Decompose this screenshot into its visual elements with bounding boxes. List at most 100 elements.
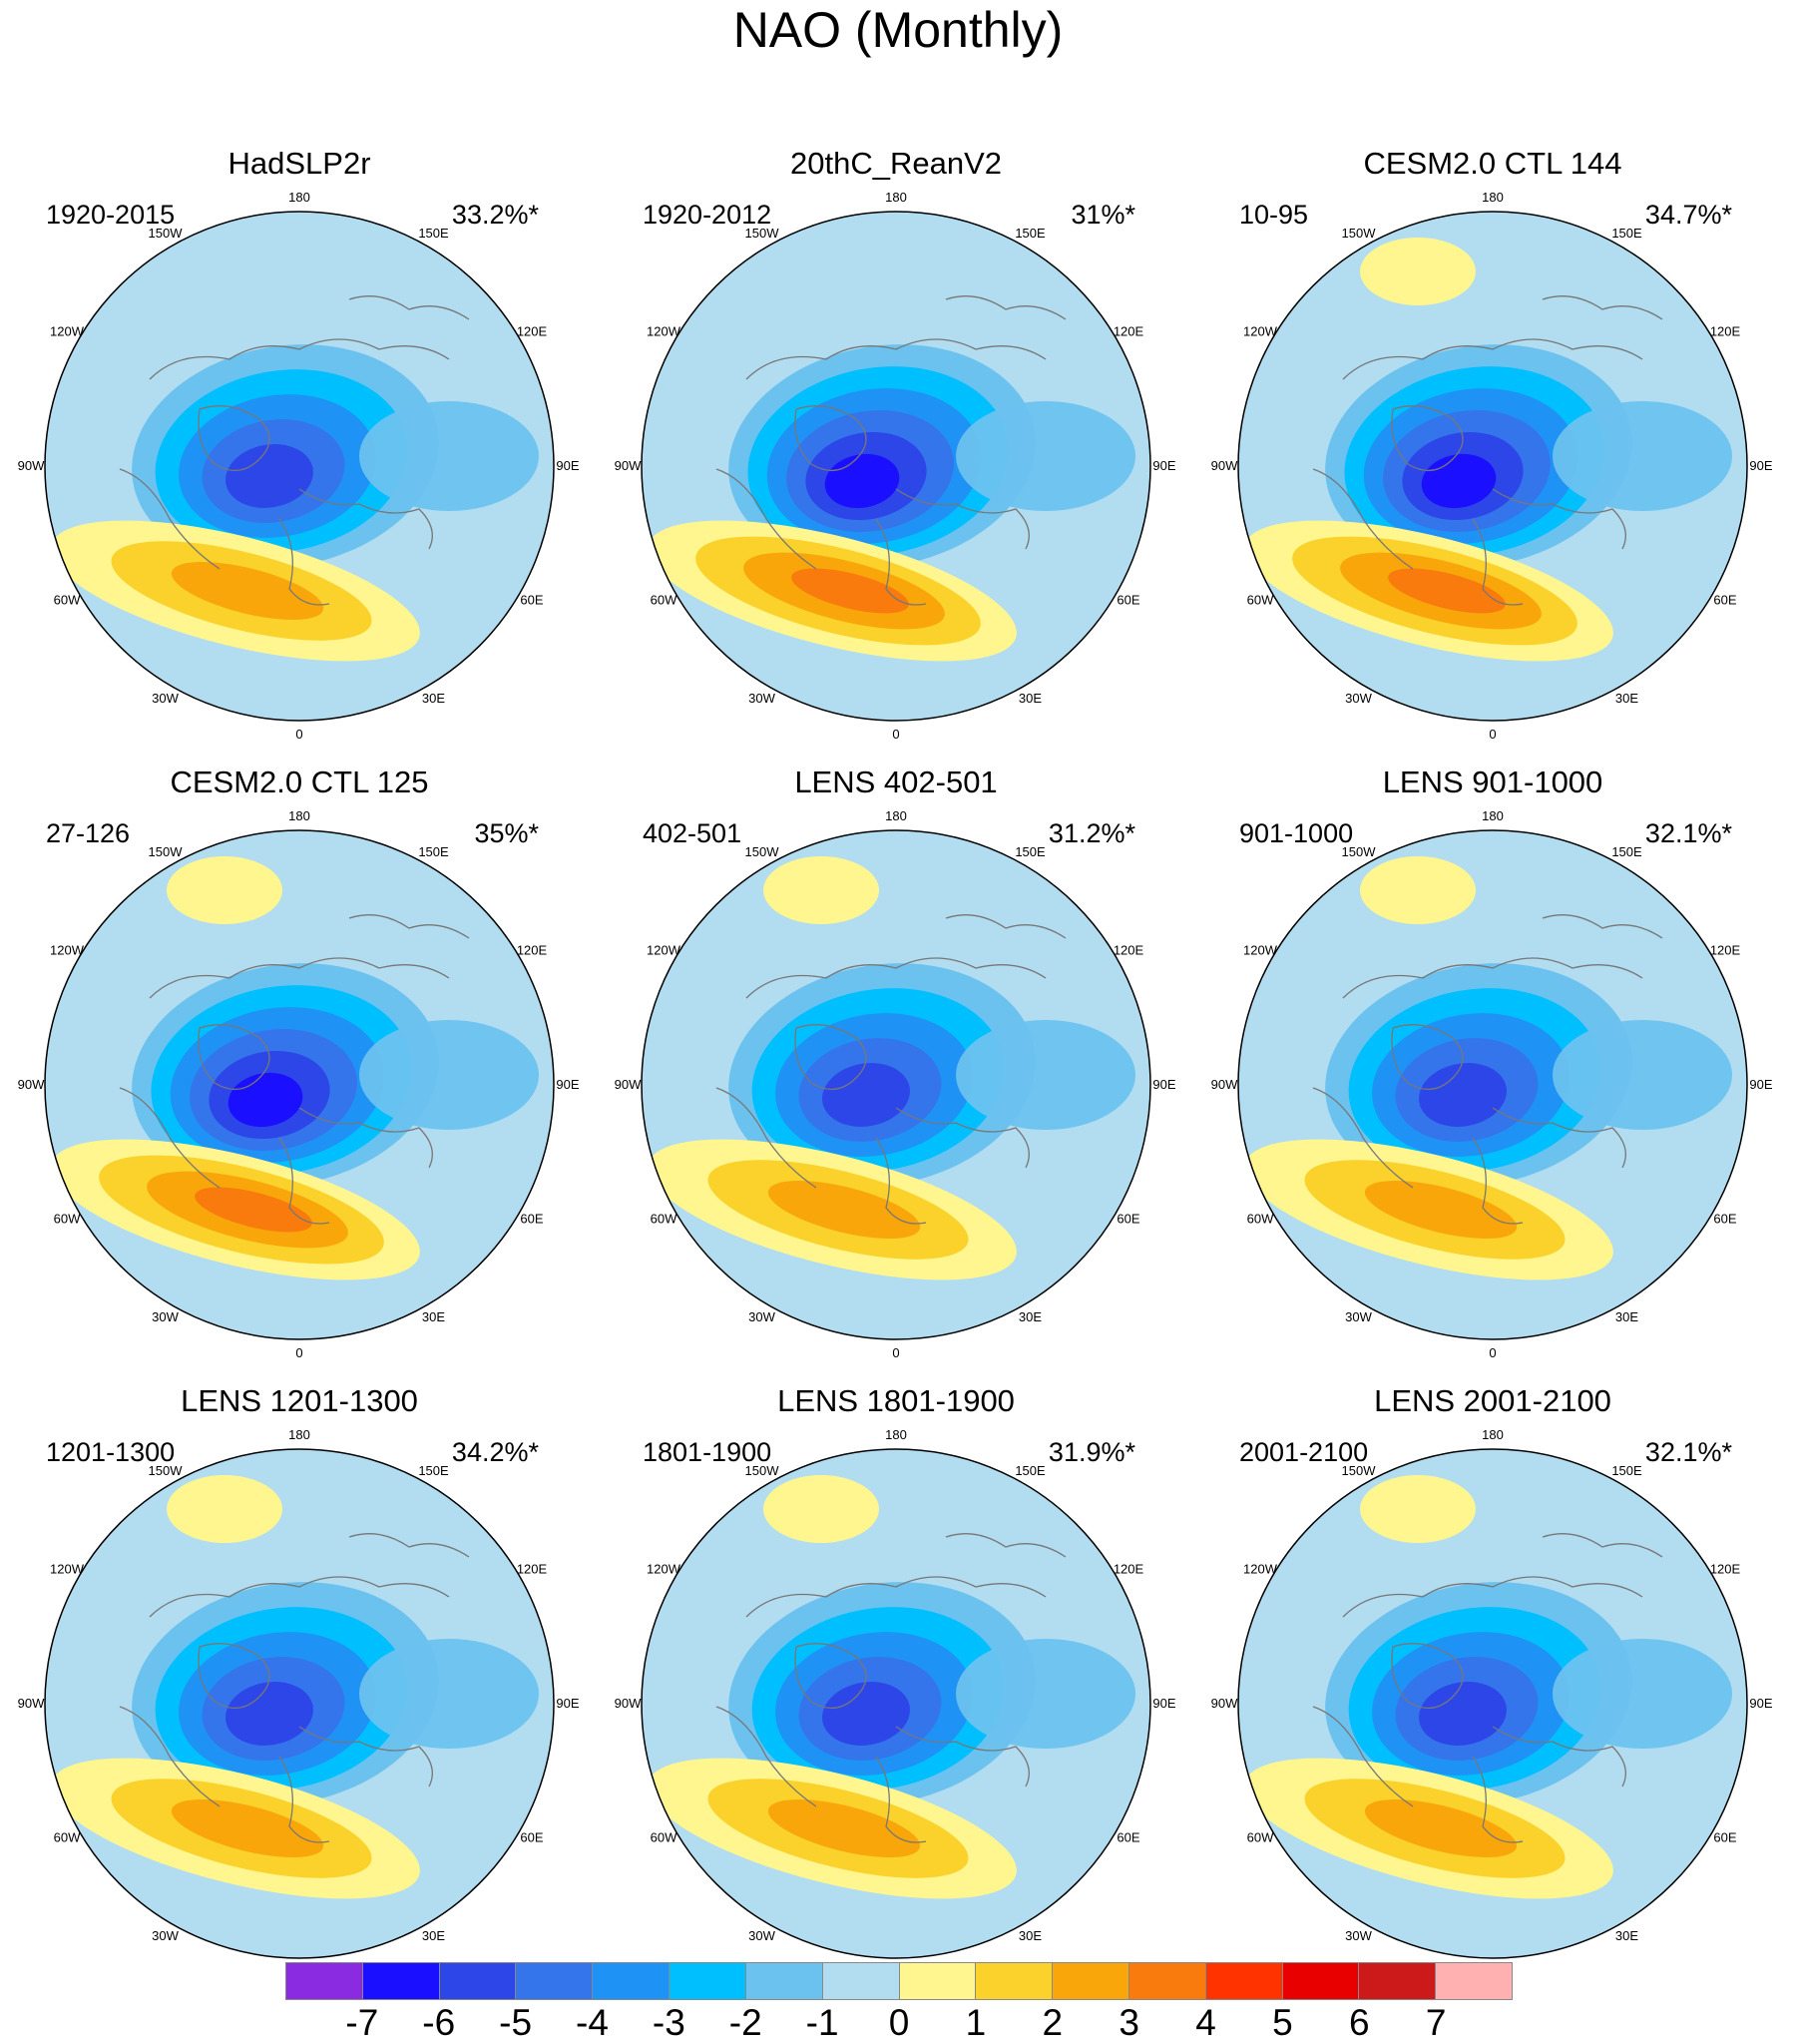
coastline xyxy=(278,1137,330,1225)
contour-positive xyxy=(767,1180,921,1240)
colorbar-swatch xyxy=(1359,1963,1437,1999)
coastline xyxy=(895,488,1030,550)
longitude-label: 30W xyxy=(1345,691,1372,706)
longitude-label: 0 xyxy=(1489,727,1496,742)
longitude-label: 90W xyxy=(18,1077,45,1092)
map-panel: LENS 901-1000 901-1000 32.1%* 180 150E 120E 90… xyxy=(1193,669,1792,1360)
map-border xyxy=(44,1448,555,1959)
longitude-label: 30W xyxy=(748,691,775,706)
map-panel: LENS 2001-2100 2001-2100 32.1%* 180 150E 120E… xyxy=(1193,1287,1792,1979)
colorbar-swatch xyxy=(670,1963,746,1999)
longitude-label: 30W xyxy=(1345,1309,1372,1324)
coastline xyxy=(1492,1107,1626,1169)
coastline xyxy=(298,488,433,550)
coastline xyxy=(198,405,270,471)
colorbar-swatch xyxy=(745,1963,823,1999)
longitude-label: 30W xyxy=(152,1309,179,1324)
longitude-label: 30E xyxy=(1019,1309,1042,1324)
contour-field xyxy=(642,1449,1150,1958)
colorbar-tick-label: -2 xyxy=(728,2002,762,2043)
longitude-label: 60E xyxy=(1117,593,1139,608)
contour-positive xyxy=(1388,568,1506,614)
longitude-label: 60E xyxy=(520,1212,543,1227)
longitude-label: 150E xyxy=(1611,844,1642,859)
map-border xyxy=(641,829,1151,1340)
coastline xyxy=(278,518,330,606)
longitude-label: 60E xyxy=(1713,1212,1736,1227)
coastline xyxy=(715,1087,817,1189)
longitude-label: 90E xyxy=(1749,1696,1772,1711)
longitude-label: 120E xyxy=(517,324,548,339)
coastline xyxy=(875,1756,927,1843)
longitude-label: 30W xyxy=(748,1309,775,1324)
longitude-label: 90W xyxy=(18,458,45,473)
longitude-label: 30E xyxy=(422,691,445,706)
longitude-label: 90W xyxy=(1211,1077,1238,1092)
coastline xyxy=(1391,1643,1464,1709)
coastline xyxy=(1492,1726,1626,1788)
coastline xyxy=(1312,1706,1414,1807)
coastline xyxy=(278,1756,330,1843)
colorbar-swatch xyxy=(516,1963,594,1999)
panel-variance: 31%* xyxy=(1071,200,1135,230)
longitude-label: 60E xyxy=(520,1830,543,1845)
longitude-label: 90E xyxy=(1152,1696,1175,1711)
longitude-label: 180 xyxy=(1482,808,1504,823)
colorbar-tick-label: -3 xyxy=(652,2002,685,2043)
coastline xyxy=(198,1024,270,1090)
longitude-label: 150W xyxy=(745,844,780,859)
map-panel: CESM2.0 CTL 144 10-95 34.7%* 180 150E 120E 90E… xyxy=(1193,50,1792,742)
panel-period: 1201-1300 xyxy=(46,1437,176,1467)
colorbar-tick-label: -7 xyxy=(345,2002,379,2043)
panel-variance: 35%* xyxy=(474,818,539,848)
longitude-label: 150E xyxy=(1611,226,1642,241)
longitude-label: 120E xyxy=(517,1562,548,1577)
colorbar-tick-label: -1 xyxy=(805,2002,839,2043)
longitude-label: 150E xyxy=(418,844,449,859)
coastline xyxy=(298,1107,433,1169)
panel-title: CESM2.0 CTL 125 xyxy=(170,765,429,799)
map-border xyxy=(44,829,555,1340)
longitude-label: 60W xyxy=(1247,593,1274,608)
panel-variance: 34.2%* xyxy=(451,1437,539,1467)
longitude-label: 30E xyxy=(1019,1928,1042,1943)
longitude-label: 90W xyxy=(615,1077,642,1092)
longitude-label: 30W xyxy=(152,691,179,706)
longitude-label: 60W xyxy=(651,1212,677,1227)
longitude-label: 90E xyxy=(1749,1077,1772,1092)
panel-period: 901-1000 xyxy=(1239,818,1354,848)
coastline xyxy=(1391,1024,1464,1090)
colorbar-swatch xyxy=(362,1963,440,1999)
coastline xyxy=(149,957,450,999)
coastline xyxy=(1312,1087,1414,1189)
longitude-label: 90E xyxy=(556,1696,579,1711)
coastline xyxy=(745,338,1047,380)
coastline xyxy=(119,1706,221,1807)
contour-positive xyxy=(1360,856,1476,924)
longitude-label: 180 xyxy=(885,808,907,823)
longitude-label: 30W xyxy=(748,1928,775,1943)
longitude-label: 90W xyxy=(1211,458,1238,473)
longitude-label: 0 xyxy=(1489,1345,1496,1360)
contour-positive xyxy=(767,1798,921,1858)
contour-field xyxy=(642,212,1150,721)
contour-field xyxy=(1238,1449,1747,1958)
longitude-label: 180 xyxy=(885,1427,907,1442)
map-panel: LENS 1201-1300 1201-1300 34.2%* 180 150E 120E… xyxy=(0,1287,599,1979)
map-panel: LENS 402-501 402-501 31.2%* 180 150E 120E 90E 6… xyxy=(597,669,1195,1360)
coastline xyxy=(1391,405,1464,471)
colorbar-swatch xyxy=(1205,1963,1283,1999)
longitude-label: 180 xyxy=(1482,1427,1504,1442)
contour-negative xyxy=(1553,1020,1732,1130)
colorbar-swatch xyxy=(1436,1963,1512,1999)
longitude-label: 30E xyxy=(1615,1309,1638,1324)
longitude-label: 150W xyxy=(149,226,184,241)
longitude-label: 120E xyxy=(1710,1562,1741,1577)
panel-variance: 31.9%* xyxy=(1048,1437,1135,1467)
colorbar-swatch xyxy=(593,1963,671,1999)
contour-positive xyxy=(1364,1798,1518,1858)
